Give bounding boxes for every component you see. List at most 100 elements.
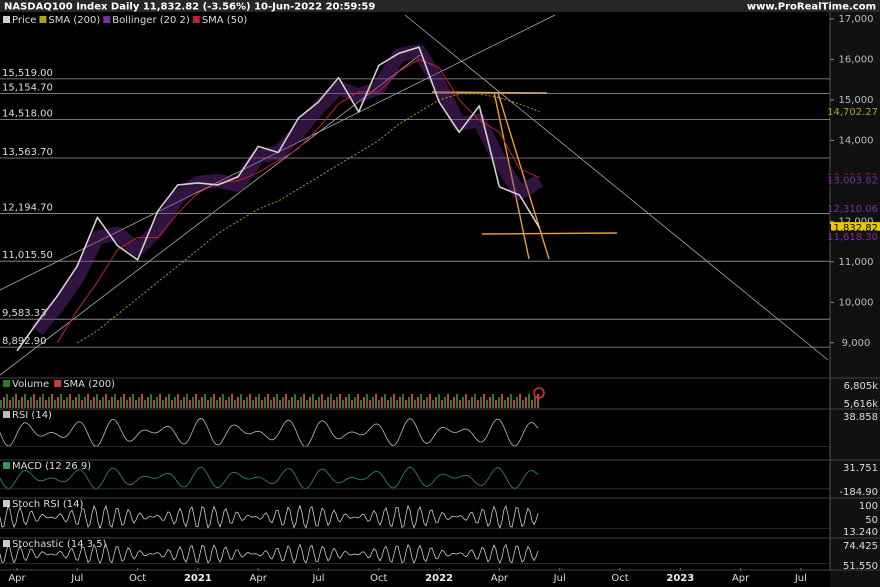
volume-bar bbox=[51, 394, 53, 408]
volume-bar bbox=[144, 400, 146, 408]
volume-bar bbox=[81, 400, 83, 408]
volume-bar bbox=[369, 400, 371, 408]
legend-swatch bbox=[54, 380, 62, 387]
volume-bar bbox=[138, 397, 140, 408]
volume-bar bbox=[420, 394, 422, 408]
axis-tag bbox=[830, 105, 880, 118]
x-tick-label: Oct bbox=[370, 573, 387, 584]
volume-bar bbox=[18, 400, 20, 408]
volume-bar bbox=[159, 394, 161, 408]
volume-bar bbox=[174, 397, 176, 408]
volume-bar bbox=[129, 397, 131, 408]
y-tick-label: 9,000 bbox=[842, 338, 871, 349]
volume-bar bbox=[330, 394, 332, 408]
x-tick-label: 2022 bbox=[425, 573, 453, 584]
volume-bar bbox=[459, 400, 461, 408]
volume-bar bbox=[342, 400, 344, 408]
volume-bar bbox=[99, 400, 101, 408]
volume-bar bbox=[333, 400, 335, 408]
legend-swatch bbox=[3, 380, 10, 387]
volume-bar bbox=[285, 394, 287, 408]
x-tick-label: Apr bbox=[491, 573, 509, 584]
volume-bar bbox=[195, 394, 197, 408]
volume-bar bbox=[69, 394, 71, 408]
volume-bar bbox=[375, 394, 377, 408]
volume-bar bbox=[264, 397, 266, 408]
volume-bar bbox=[474, 394, 476, 408]
volume-bar bbox=[366, 394, 368, 408]
volume-bar bbox=[423, 400, 425, 408]
x-tick-label: 2021 bbox=[184, 573, 212, 584]
volume-bar bbox=[45, 400, 47, 408]
volume-bar bbox=[60, 394, 62, 408]
volume-bar bbox=[258, 394, 260, 408]
volume-bar bbox=[483, 394, 485, 408]
y-tick-label: 17,000 bbox=[839, 14, 874, 25]
volume-bar bbox=[480, 397, 482, 408]
volume-bar bbox=[489, 397, 491, 408]
volume-bar bbox=[135, 400, 137, 408]
panel-tag: 100 bbox=[859, 501, 878, 512]
level-label: 13,563.70 bbox=[2, 147, 53, 158]
volume-bar bbox=[327, 397, 329, 408]
volume-bar bbox=[117, 400, 119, 408]
volume-bar bbox=[54, 400, 56, 408]
volume-bar bbox=[90, 400, 92, 408]
volume-bar bbox=[213, 394, 215, 408]
volume-bar bbox=[261, 400, 263, 408]
level-label: 11,015.50 bbox=[2, 250, 53, 261]
volume-bar bbox=[24, 394, 26, 408]
series-line bbox=[31, 44, 544, 336]
volume-bar bbox=[318, 397, 320, 408]
volume-bar bbox=[222, 394, 224, 408]
volume-bar bbox=[192, 397, 194, 408]
volume-bar bbox=[273, 397, 275, 408]
volume-bar bbox=[402, 394, 404, 408]
volume-bar bbox=[15, 394, 17, 408]
panel-tag: 74.425 bbox=[843, 541, 878, 552]
volume-bar bbox=[453, 397, 455, 408]
panel-tag: 13.240 bbox=[843, 527, 878, 538]
volume-bar bbox=[75, 397, 77, 408]
source: www.ProRealTime.com bbox=[747, 2, 876, 13]
volume-bar bbox=[114, 394, 116, 408]
axis-tag bbox=[830, 230, 880, 243]
volume-bar bbox=[462, 397, 464, 408]
x-tick-label: Jul bbox=[553, 573, 566, 584]
panel-tag: 31.751 bbox=[843, 463, 878, 474]
volume-bar bbox=[48, 397, 50, 408]
volume-bar bbox=[105, 394, 107, 408]
volume-bar bbox=[210, 397, 212, 408]
legend-label: SMA (50) bbox=[202, 15, 248, 26]
volume-bar bbox=[36, 400, 38, 408]
volume-bar bbox=[201, 397, 203, 408]
volume-bar bbox=[399, 397, 401, 408]
volume-bar bbox=[498, 397, 500, 408]
x-tick-label: Jul bbox=[70, 573, 83, 584]
volume-bar bbox=[6, 394, 8, 408]
volume-bar bbox=[150, 394, 152, 408]
volume-bar bbox=[513, 400, 515, 408]
y-tick-label: 16,000 bbox=[839, 54, 874, 65]
volume-bar bbox=[165, 397, 167, 408]
volume-bar bbox=[249, 394, 251, 408]
level-label: 15,154.70 bbox=[2, 83, 53, 94]
volume-bar bbox=[267, 394, 269, 408]
panel-tag: 5,616k bbox=[844, 399, 879, 410]
volume-bar bbox=[417, 397, 419, 408]
volume-bar bbox=[297, 400, 299, 408]
volume-bar bbox=[162, 400, 164, 408]
volume-bar bbox=[405, 400, 407, 408]
volume-bar bbox=[348, 394, 350, 408]
volume-bar bbox=[507, 397, 509, 408]
volume-bar bbox=[456, 394, 458, 408]
x-tick-label: Apr bbox=[8, 573, 26, 584]
volume-bar bbox=[501, 394, 503, 408]
axis-tag-label: 13,003.82 bbox=[827, 176, 878, 187]
volume-bar bbox=[525, 397, 527, 408]
volume-bar bbox=[303, 394, 305, 408]
volume-bar bbox=[360, 400, 362, 408]
axis-tag-label: 14,702.27 bbox=[827, 107, 878, 118]
axis-tag-label: 11,618.30 bbox=[827, 232, 878, 243]
panel-tag: 6,805k bbox=[844, 381, 879, 392]
